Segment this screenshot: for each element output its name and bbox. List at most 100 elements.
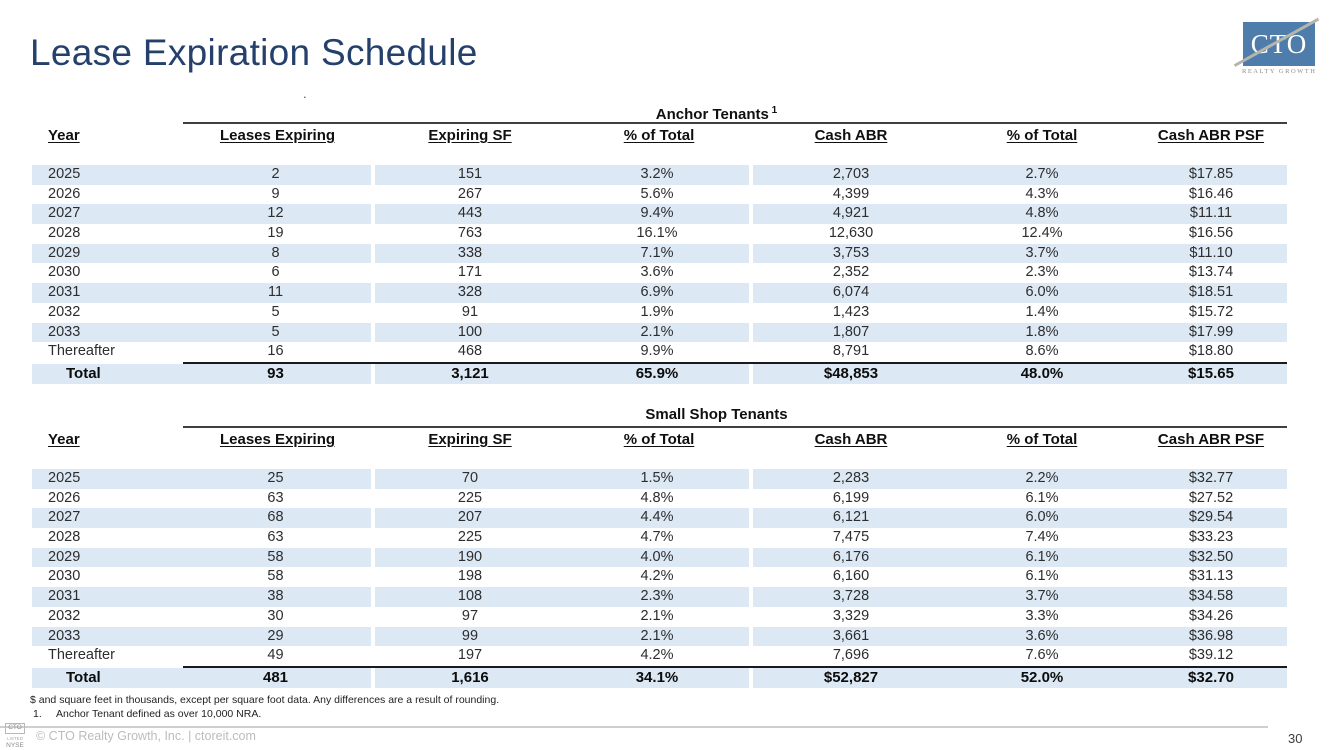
table-cell: $13.74	[1188, 264, 1234, 281]
total-rule	[183, 665, 1287, 668]
footnote-1-text: Anchor Tenant defined as over 10,000 NRA…	[56, 707, 262, 720]
table-cell: 481	[180, 667, 375, 688]
table-cell: 7.6%	[1025, 647, 1059, 664]
small-shop-tenants-table: Small Shop Tenants Year Leases Expiring Exp…	[32, 405, 1287, 688]
table-cell: Thereafter	[48, 647, 115, 664]
logo-subtext: REALTY GROWTH	[1242, 68, 1317, 75]
column-header-label: Cash ABR	[814, 127, 888, 144]
table-cell: 4.8%	[565, 488, 753, 509]
stray-period: .	[303, 86, 307, 101]
table-cell: 151	[375, 165, 565, 185]
table-cell: 225	[457, 489, 483, 506]
table-cell: 4.4%	[565, 508, 753, 529]
table-cell: 12,630	[828, 225, 874, 242]
column-header-label: % of Total	[1006, 431, 1078, 448]
footnote-1-number: 1.	[33, 707, 42, 720]
table-top-rule	[183, 122, 1287, 124]
table-cell: $31.13	[1188, 568, 1234, 585]
table-cell: 1,616	[375, 667, 565, 688]
table-cell: 6.1%	[1025, 489, 1059, 506]
table-cell: 2	[180, 165, 375, 185]
table-cell: 2025	[32, 165, 180, 185]
table-cell: $48,853	[753, 363, 949, 384]
footer-divider	[0, 726, 1268, 728]
table-cell: 8.6%	[1025, 343, 1059, 360]
table-cell: 1.4%	[1025, 303, 1059, 320]
table-row: 2025 25 70 1.5% 2,283 2.2% $32.77	[32, 469, 1287, 489]
table-cell: 4.0%	[565, 547, 753, 568]
table-cell: 6,074	[753, 283, 949, 303]
table-cell: 29	[180, 626, 375, 647]
table-cell: 8,791	[832, 343, 870, 360]
table-row: Thereafter 49 197 4.2% 7,696 7.6% $39.12	[32, 646, 1287, 666]
table-title-superscript: 1	[768, 105, 778, 116]
table-cell: 6	[180, 263, 375, 284]
table-cell: 6,199	[832, 489, 870, 506]
table-cell: 1,807	[753, 322, 949, 343]
table-cell: 52.0%	[949, 667, 1135, 688]
table-cell: 4.2%	[565, 567, 753, 588]
table-cell: 2030	[48, 568, 81, 585]
column-header-label: % of Total	[623, 431, 695, 448]
table-cell: 338	[375, 243, 565, 264]
table-cell: 1,423	[832, 303, 870, 320]
table-cell: 6.0%	[949, 508, 1135, 529]
column-header: % of Total	[949, 125, 1135, 146]
table-cell: Total	[32, 667, 180, 688]
table-row: 2033 29 99 2.1% 3,661 3.6% $36.98	[32, 626, 1287, 647]
table-cell: 197	[457, 647, 483, 664]
table-cell: $27.52	[1188, 489, 1234, 506]
table-cell: 443	[375, 204, 565, 225]
column-header-label: Leases Expiring	[219, 431, 336, 448]
table-cell: $52,827	[753, 667, 949, 688]
table-cell: 8	[180, 243, 375, 264]
table-cell: 2.2%	[949, 469, 1135, 489]
column-header: % of Total	[565, 429, 753, 450]
table-row: 2033 5 100 2.1% 1,807 1.8% $17.99	[32, 322, 1287, 343]
table-cell: 2033	[32, 626, 180, 647]
table-cell: 9	[180, 184, 375, 205]
table-row: 2026 9 267 5.6% 4,399 4.3% $16.46	[32, 184, 1287, 205]
table-header-row: Year Leases Expiring Expiring SF % of Total…	[32, 429, 1287, 450]
table-cell: 12	[180, 204, 375, 225]
table-cell: 99	[375, 626, 565, 647]
table-cell: 6,121	[753, 508, 949, 529]
table-cell: 3,753	[753, 243, 949, 264]
table-cell: 2031	[32, 587, 180, 607]
table-cell: 763	[457, 225, 483, 242]
table-cell: $32.50	[1135, 547, 1287, 568]
table-cell: $17.85	[1135, 165, 1287, 185]
table-cell: 267	[457, 185, 483, 202]
table-cell: 1.9%	[565, 302, 753, 323]
table-cell: 1.5%	[565, 469, 753, 489]
table-cell: $11.10	[1135, 243, 1287, 264]
table-cell: $18.80	[1188, 343, 1234, 360]
table-cell: 207	[375, 508, 565, 529]
table-cell: 91	[461, 303, 479, 320]
table-cell: 3.6%	[949, 626, 1135, 647]
column-header: % of Total	[949, 429, 1135, 450]
footnote-1: 1. Anchor Tenant defined as over 10,000 N…	[30, 708, 499, 722]
table-cell: 3.7%	[949, 243, 1135, 264]
table-cell: 6.9%	[565, 283, 753, 303]
table-cell: 7.1%	[565, 243, 753, 264]
column-header-label: Expiring SF	[428, 431, 512, 448]
table-cell: 12.4%	[1021, 225, 1063, 242]
table-cell: 6,160	[832, 568, 870, 585]
table-cell: 2.7%	[949, 165, 1135, 185]
table-title: Small Shop Tenants	[645, 406, 788, 423]
table-cell: $17.99	[1135, 322, 1287, 343]
table-cell: 16	[180, 342, 375, 362]
table-cell: 171	[457, 264, 483, 281]
table-cell: 328	[375, 283, 565, 303]
table-cell: 6.1%	[949, 547, 1135, 568]
table-cell: 2027	[32, 204, 180, 225]
table-cell: 3,121	[375, 363, 565, 384]
table-cell: 2,352	[832, 264, 870, 281]
table-cell: 58	[180, 547, 375, 568]
column-header-label: % of Total	[623, 127, 695, 144]
table-cell: $15.65	[1135, 363, 1287, 384]
column-header-label: Cash ABR	[814, 431, 888, 448]
table-cell: 2026	[48, 185, 81, 202]
